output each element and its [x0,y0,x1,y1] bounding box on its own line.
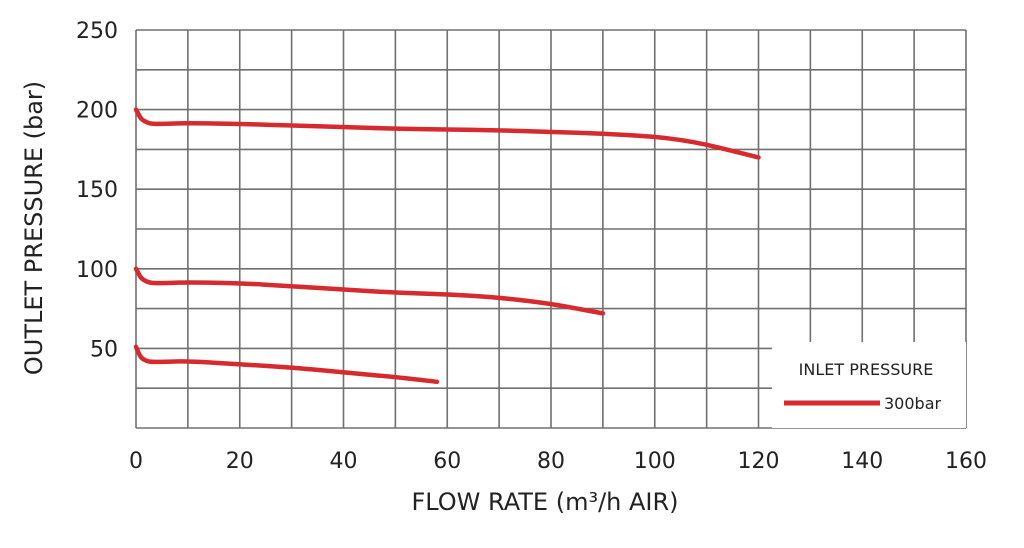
x-axis-label: FLOW RATE (m³/h AIR) [411,488,678,516]
y-tick-label: 250 [76,19,118,44]
x-tick-label: 120 [738,449,780,474]
x-tick-label: 80 [537,449,565,474]
y-tick-label: 150 [76,178,118,203]
x-tick-label: 100 [634,449,676,474]
x-tick-label: 40 [330,449,358,474]
legend: INLET PRESSURE 300bar [772,342,966,428]
y-tick-label: 200 [76,99,118,124]
x-tick-label: 20 [226,449,254,474]
legend-title: INLET PRESSURE [799,360,934,379]
y-tick-label: 100 [76,258,118,283]
x-tick-label: 140 [841,449,883,474]
x-tick-label: 60 [433,449,461,474]
legend-entry-label: 300bar [884,394,942,413]
y-axis-label: OUTLET PRESSURE (bar) [20,81,48,375]
tick-labels: 0 20 40 60 80 100 120 140 160 50 100 150 200 250 [76,19,987,474]
series-group [133,107,761,385]
x-tick-label: 0 [129,449,143,474]
legend-box [772,342,966,428]
y-tick-label: 50 [90,337,118,362]
x-tick-label: 160 [945,449,987,474]
series-line [133,344,440,385]
series-line [133,266,606,316]
series-line [133,107,761,160]
